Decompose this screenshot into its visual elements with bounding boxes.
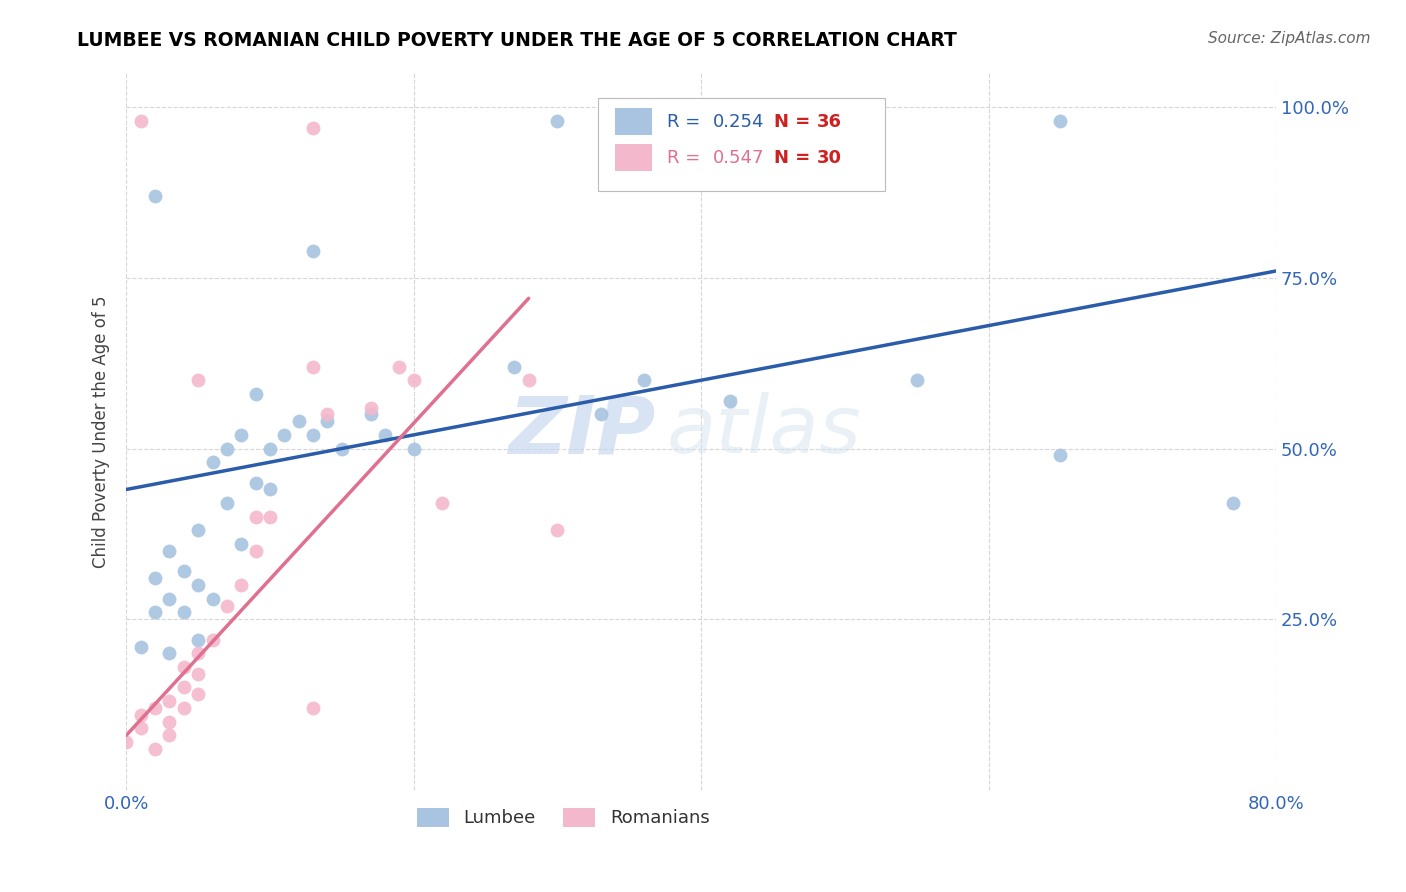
Point	[201, 632, 224, 647]
Point	[546, 524, 568, 538]
Y-axis label: Child Poverty Under the Age of 5: Child Poverty Under the Age of 5	[93, 295, 110, 567]
Point	[302, 244, 325, 258]
Point	[316, 408, 339, 422]
Text: LUMBEE VS ROMANIAN CHILD POVERTY UNDER THE AGE OF 5 CORRELATION CHART: LUMBEE VS ROMANIAN CHILD POVERTY UNDER T…	[77, 31, 957, 50]
Point	[302, 359, 325, 374]
Point	[157, 646, 180, 660]
Point	[129, 707, 152, 722]
Point	[129, 640, 152, 654]
Point	[360, 408, 382, 422]
Point	[157, 591, 180, 606]
Point	[157, 544, 180, 558]
FancyBboxPatch shape	[614, 144, 652, 171]
Point	[245, 544, 267, 558]
Point	[187, 373, 209, 387]
Point	[143, 742, 166, 756]
Point	[143, 571, 166, 585]
Point	[432, 496, 454, 510]
Text: 0.547: 0.547	[713, 149, 763, 167]
Point	[115, 735, 138, 749]
Point	[546, 113, 568, 128]
Point	[173, 681, 195, 695]
Point	[718, 393, 741, 408]
Point	[187, 666, 209, 681]
Point	[173, 660, 195, 674]
Point	[1049, 113, 1071, 128]
Point	[201, 591, 224, 606]
Text: 30: 30	[817, 149, 842, 167]
Point	[245, 509, 267, 524]
Point	[173, 606, 195, 620]
Point	[231, 428, 253, 442]
Point	[187, 646, 209, 660]
Point	[402, 442, 425, 456]
Point	[302, 120, 325, 135]
Point	[215, 599, 238, 613]
Point	[905, 373, 928, 387]
Point	[187, 687, 209, 701]
Point	[215, 496, 238, 510]
Point	[287, 414, 309, 428]
Point	[316, 414, 339, 428]
Point	[302, 428, 325, 442]
Point	[360, 401, 382, 415]
Point	[330, 442, 353, 456]
Point	[187, 524, 209, 538]
FancyBboxPatch shape	[598, 98, 884, 191]
Point	[231, 578, 253, 592]
Point	[273, 428, 295, 442]
Legend: Lumbee, Romanians: Lumbee, Romanians	[409, 801, 717, 835]
Point	[173, 565, 195, 579]
Text: N =: N =	[773, 149, 815, 167]
Point	[187, 632, 209, 647]
Text: Source: ZipAtlas.com: Source: ZipAtlas.com	[1208, 31, 1371, 46]
Point	[157, 694, 180, 708]
Point	[157, 728, 180, 742]
Point	[157, 714, 180, 729]
Point	[589, 408, 612, 422]
Point	[129, 113, 152, 128]
Text: atlas: atlas	[666, 392, 862, 470]
Point	[245, 475, 267, 490]
Point	[231, 537, 253, 551]
Point	[187, 578, 209, 592]
Text: ZIP: ZIP	[508, 392, 655, 470]
Point	[302, 701, 325, 715]
Point	[143, 606, 166, 620]
Point	[245, 387, 267, 401]
Point	[402, 373, 425, 387]
Point	[633, 373, 655, 387]
Point	[517, 373, 540, 387]
Point	[503, 359, 526, 374]
Point	[201, 455, 224, 469]
Point	[259, 509, 281, 524]
Point	[1049, 448, 1071, 462]
Point	[1222, 496, 1244, 510]
Point	[129, 722, 152, 736]
Text: 36: 36	[817, 112, 842, 131]
Point	[143, 701, 166, 715]
Point	[173, 701, 195, 715]
Point	[374, 428, 396, 442]
Point	[143, 189, 166, 203]
Text: R =: R =	[666, 112, 706, 131]
FancyBboxPatch shape	[614, 108, 652, 136]
Text: 0.254: 0.254	[713, 112, 763, 131]
Point	[388, 359, 411, 374]
Point	[215, 442, 238, 456]
Text: N =: N =	[773, 112, 815, 131]
Point	[259, 442, 281, 456]
Point	[259, 483, 281, 497]
Text: R =: R =	[666, 149, 706, 167]
